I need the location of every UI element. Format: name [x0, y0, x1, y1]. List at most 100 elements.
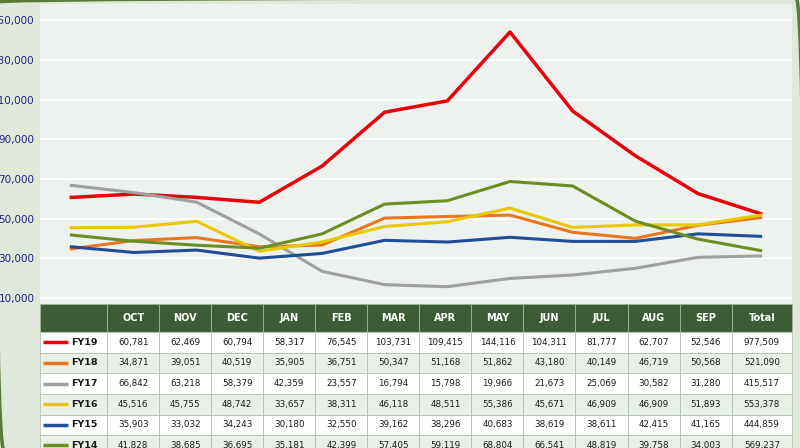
Bar	[40, 435, 107, 448]
Bar	[211, 435, 263, 448]
Text: 30,582: 30,582	[638, 379, 669, 388]
Text: 41,165: 41,165	[690, 420, 721, 429]
Bar	[40, 304, 107, 332]
Text: 444,859: 444,859	[744, 420, 780, 429]
Text: Total: Total	[749, 313, 775, 323]
Bar	[679, 332, 731, 353]
Bar	[367, 435, 419, 448]
Bar	[523, 353, 575, 373]
Text: 15,798: 15,798	[430, 379, 461, 388]
Bar	[263, 394, 315, 414]
Bar	[679, 373, 731, 394]
Text: 40,683: 40,683	[482, 420, 513, 429]
Text: MAR: MAR	[381, 313, 406, 323]
Text: 51,893: 51,893	[690, 400, 721, 409]
Text: 34,871: 34,871	[118, 358, 149, 367]
Bar	[107, 353, 159, 373]
Text: 66,541: 66,541	[534, 441, 565, 448]
Text: 103,731: 103,731	[375, 338, 411, 347]
Bar	[263, 304, 315, 332]
Bar	[575, 332, 627, 353]
Bar	[731, 332, 792, 353]
Text: 45,671: 45,671	[534, 400, 565, 409]
Text: MAY: MAY	[486, 313, 509, 323]
Text: 415,517: 415,517	[744, 379, 780, 388]
Bar	[40, 394, 107, 414]
Bar	[107, 435, 159, 448]
Bar	[367, 373, 419, 394]
Bar	[575, 414, 627, 435]
Bar	[419, 414, 471, 435]
Bar	[731, 353, 792, 373]
Bar	[523, 394, 575, 414]
Bar	[731, 304, 792, 332]
Text: 104,311: 104,311	[531, 338, 567, 347]
Text: 19,966: 19,966	[482, 379, 513, 388]
Text: 52,546: 52,546	[690, 338, 721, 347]
Text: 66,842: 66,842	[118, 379, 148, 388]
Text: 21,673: 21,673	[534, 379, 565, 388]
Text: 38,619: 38,619	[534, 420, 565, 429]
Bar	[40, 353, 107, 373]
Bar	[471, 435, 523, 448]
Text: 34,003: 34,003	[690, 441, 721, 448]
Text: 42,399: 42,399	[326, 441, 357, 448]
Text: FEB: FEB	[331, 313, 352, 323]
Bar	[211, 414, 263, 435]
Bar	[627, 304, 679, 332]
Bar	[419, 353, 471, 373]
Text: 38,685: 38,685	[170, 441, 201, 448]
Text: 25,069: 25,069	[586, 379, 617, 388]
Text: 50,568: 50,568	[690, 358, 721, 367]
Bar	[731, 435, 792, 448]
Text: 977,509: 977,509	[744, 338, 780, 347]
Text: 46,909: 46,909	[638, 400, 669, 409]
Text: 58,379: 58,379	[222, 379, 253, 388]
Bar	[211, 373, 263, 394]
Bar	[471, 394, 523, 414]
Text: 46,118: 46,118	[378, 400, 409, 409]
Bar	[315, 435, 367, 448]
Bar	[211, 353, 263, 373]
Text: 60,781: 60,781	[118, 338, 149, 347]
Text: 569,237: 569,237	[744, 441, 780, 448]
Text: 23,557: 23,557	[326, 379, 357, 388]
Bar	[575, 435, 627, 448]
Text: 521,090: 521,090	[744, 358, 780, 367]
Bar	[679, 414, 731, 435]
Text: 63,218: 63,218	[170, 379, 200, 388]
Bar	[40, 373, 107, 394]
Text: FY15: FY15	[71, 420, 98, 429]
Text: 76,545: 76,545	[326, 338, 357, 347]
Text: 35,903: 35,903	[118, 420, 149, 429]
Text: 50,347: 50,347	[378, 358, 409, 367]
Bar	[731, 414, 792, 435]
Text: FY18: FY18	[71, 358, 98, 367]
Text: 36,751: 36,751	[326, 358, 357, 367]
Bar	[575, 373, 627, 394]
Bar	[159, 435, 211, 448]
Bar	[523, 414, 575, 435]
Text: 57,405: 57,405	[378, 441, 409, 448]
Bar	[419, 304, 471, 332]
Bar	[107, 394, 159, 414]
Text: 30,180: 30,180	[274, 420, 305, 429]
Text: 48,819: 48,819	[586, 441, 617, 448]
Bar	[367, 414, 419, 435]
Text: 36,695: 36,695	[222, 441, 253, 448]
Bar	[627, 394, 679, 414]
Bar	[107, 332, 159, 353]
Text: 553,378: 553,378	[743, 400, 780, 409]
Bar	[315, 394, 367, 414]
Bar	[367, 353, 419, 373]
Bar	[159, 373, 211, 394]
Bar	[107, 414, 159, 435]
Text: 40,519: 40,519	[222, 358, 253, 367]
Bar	[367, 394, 419, 414]
Text: AUG: AUG	[642, 313, 665, 323]
Bar	[627, 353, 679, 373]
Text: FY19: FY19	[71, 338, 98, 347]
Bar	[419, 435, 471, 448]
Text: 55,386: 55,386	[482, 400, 513, 409]
Text: 38,311: 38,311	[326, 400, 357, 409]
